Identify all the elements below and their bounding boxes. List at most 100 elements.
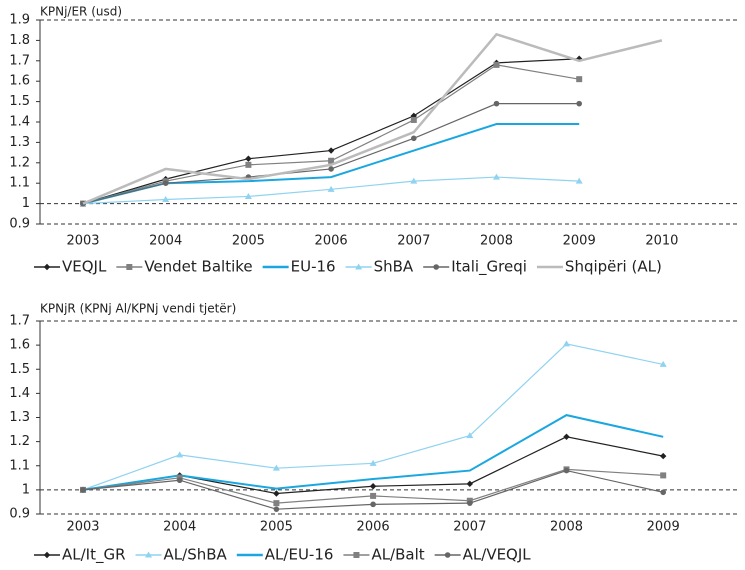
marker bbox=[369, 459, 377, 466]
marker bbox=[493, 61, 500, 68]
marker bbox=[493, 173, 500, 180]
marker bbox=[493, 100, 500, 107]
marker bbox=[328, 166, 334, 172]
marker bbox=[410, 177, 418, 184]
y-tick-label: 1.2 bbox=[9, 155, 30, 170]
legend-label: Itali_Greqi bbox=[451, 258, 527, 277]
y-tick-label: 1.4 bbox=[9, 115, 30, 130]
marker bbox=[327, 185, 335, 192]
x-tick-label: 2008 bbox=[480, 234, 513, 249]
y-tick-label: 1.3 bbox=[9, 410, 30, 425]
marker bbox=[327, 147, 335, 154]
marker bbox=[176, 451, 184, 458]
marker bbox=[563, 433, 570, 440]
legend-marker bbox=[353, 552, 360, 558]
x-tick-label: 2003 bbox=[66, 234, 99, 249]
marker bbox=[576, 76, 583, 83]
y-tick-label: 1 bbox=[22, 196, 30, 211]
y-tick-label: 1.3 bbox=[9, 135, 30, 150]
marker bbox=[328, 157, 335, 164]
marker bbox=[411, 135, 417, 142]
legend-label: VEQJL bbox=[62, 258, 107, 276]
legend-label: AL/It_GR bbox=[62, 546, 126, 565]
marker bbox=[162, 196, 170, 203]
axis-title: KPNj/ER (usd) bbox=[40, 5, 122, 19]
x-tick-label: 2004 bbox=[163, 520, 196, 535]
legend-label: EU-16 bbox=[291, 258, 336, 276]
legend-marker bbox=[126, 264, 133, 270]
y-tick-label: 0.9 bbox=[9, 217, 30, 232]
legend-marker bbox=[355, 263, 363, 270]
legend-label: AL/Balt bbox=[371, 546, 424, 564]
y-tick-label: 1.5 bbox=[9, 362, 30, 377]
marker bbox=[245, 155, 252, 162]
y-tick-label: 1.1 bbox=[9, 176, 30, 191]
legend-marker bbox=[433, 264, 440, 270]
x-tick-label: 2010 bbox=[645, 234, 678, 249]
y-tick-label: 1.7 bbox=[9, 53, 30, 68]
x-tick-label: 2004 bbox=[149, 234, 182, 249]
x-tick-label: 2007 bbox=[453, 520, 486, 535]
marker bbox=[244, 192, 252, 199]
x-tick-label: 2005 bbox=[232, 234, 265, 249]
marker bbox=[273, 506, 280, 512]
legend-marker bbox=[43, 551, 51, 559]
y-tick-label: 1.9 bbox=[9, 13, 30, 28]
y-tick-label: 0.9 bbox=[9, 507, 30, 522]
marker bbox=[576, 55, 583, 62]
y-tick-label: 1 bbox=[22, 482, 30, 497]
y-tick-label: 1.6 bbox=[9, 74, 30, 89]
y-tick-label: 1.1 bbox=[9, 458, 30, 473]
legend-label: Vendet Baltike bbox=[144, 258, 252, 276]
legend-marker bbox=[145, 551, 153, 558]
marker bbox=[659, 360, 667, 367]
marker bbox=[80, 487, 86, 493]
legend-label: AL/ShBA bbox=[164, 546, 228, 564]
x-tick-label: 2009 bbox=[563, 234, 596, 249]
y-tick-label: 1.6 bbox=[9, 338, 30, 353]
x-tick-label: 2006 bbox=[315, 234, 348, 249]
legend-label: ShBA bbox=[374, 258, 414, 276]
marker bbox=[466, 432, 474, 439]
marker bbox=[370, 492, 377, 499]
marker bbox=[660, 472, 667, 479]
y-tick-label: 1.7 bbox=[9, 314, 30, 329]
legend-marker bbox=[444, 552, 451, 558]
legend-label: AL/VEQJL bbox=[463, 546, 532, 564]
marker bbox=[369, 483, 377, 490]
y-tick-label: 1.2 bbox=[9, 434, 30, 449]
marker bbox=[273, 490, 280, 497]
marker bbox=[467, 500, 473, 506]
marker bbox=[272, 464, 280, 471]
marker bbox=[273, 500, 280, 507]
legend-label: Shqipëri (AL) bbox=[565, 258, 662, 276]
marker bbox=[563, 340, 570, 347]
y-tick-label: 1.8 bbox=[9, 33, 30, 48]
marker bbox=[576, 100, 582, 107]
marker bbox=[410, 116, 417, 123]
axis-title: KPNjR (KPNj Al/KPNj vendi tjetër) bbox=[40, 302, 236, 316]
marker bbox=[660, 452, 667, 460]
x-tick-label: 2005 bbox=[260, 520, 293, 535]
marker bbox=[370, 501, 376, 508]
series-line bbox=[82, 32, 663, 205]
marker bbox=[245, 161, 252, 168]
x-tick-label: 2006 bbox=[357, 520, 390, 535]
x-tick-label: 2008 bbox=[550, 520, 583, 535]
legend-marker bbox=[43, 263, 51, 271]
x-tick-label: 2003 bbox=[66, 520, 99, 535]
y-tick-label: 1.5 bbox=[9, 94, 30, 109]
marker bbox=[466, 480, 473, 488]
series-line bbox=[82, 64, 580, 205]
marker bbox=[563, 467, 570, 474]
marker bbox=[575, 177, 583, 184]
x-tick-label: 2007 bbox=[397, 234, 430, 249]
legend-label: AL/EU-16 bbox=[265, 546, 334, 564]
y-tick-label: 1.4 bbox=[9, 386, 30, 401]
series-line bbox=[82, 58, 580, 205]
x-tick-label: 2009 bbox=[647, 520, 680, 535]
marker bbox=[660, 489, 666, 496]
marker bbox=[176, 477, 183, 484]
marker bbox=[162, 180, 169, 186]
